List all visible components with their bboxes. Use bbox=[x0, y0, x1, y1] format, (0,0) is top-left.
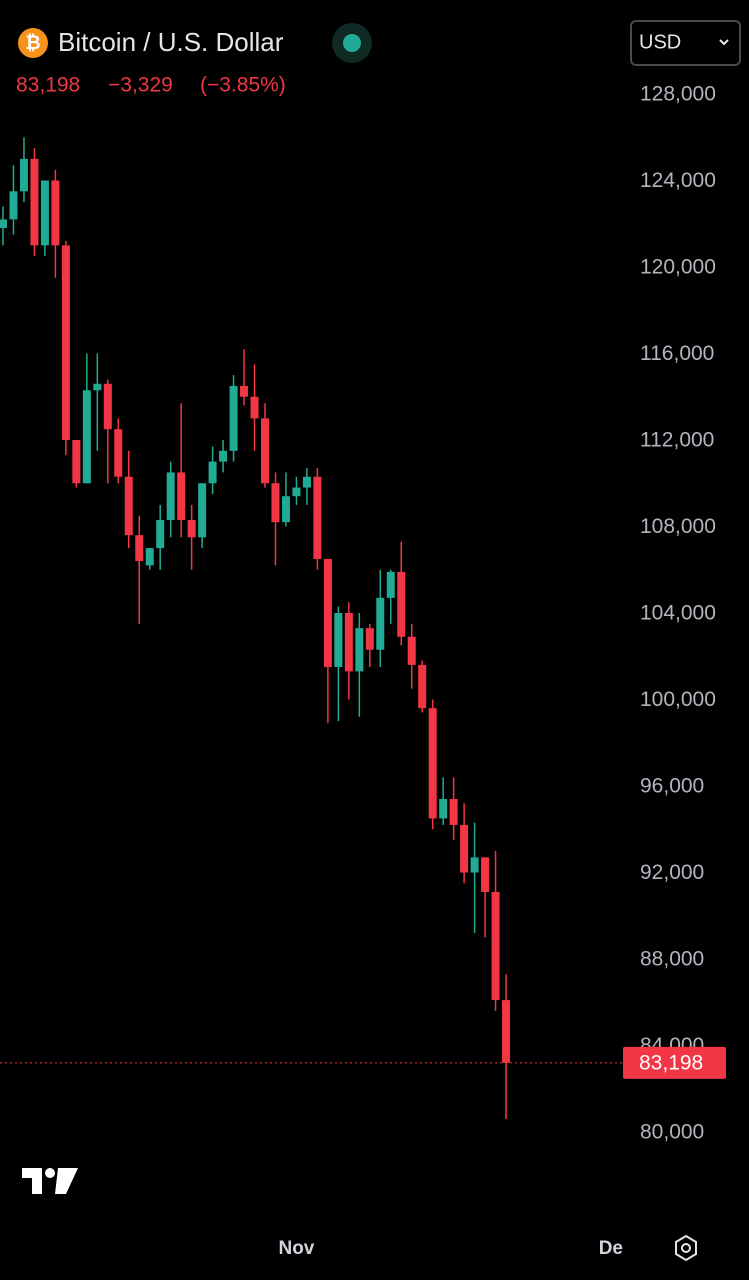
candle-body bbox=[302, 476, 311, 488]
dropdown-arrow bbox=[719, 39, 729, 46]
y-tick-label: 80,000 bbox=[640, 1121, 704, 1144]
candle-body bbox=[386, 571, 395, 598]
candle-body bbox=[0, 219, 7, 229]
candle-body bbox=[323, 558, 332, 668]
candle-body bbox=[103, 383, 112, 430]
y-tick-label: 124,000 bbox=[640, 169, 716, 192]
last-price-tag bbox=[623, 1046, 726, 1079]
candle-body bbox=[439, 798, 448, 819]
candle-body bbox=[271, 483, 280, 523]
currency-label[interactable]: USD bbox=[639, 31, 681, 53]
candle-body bbox=[491, 891, 500, 1001]
candle-body bbox=[355, 628, 364, 672]
bitcoin-icon bbox=[18, 28, 48, 58]
candle-body bbox=[219, 450, 228, 462]
y-tick-label: 120,000 bbox=[640, 256, 716, 279]
last-price-tag-label: 83,198 bbox=[639, 1051, 703, 1074]
candle-body bbox=[313, 476, 322, 559]
candle-body bbox=[449, 798, 458, 825]
candle-body bbox=[397, 571, 406, 637]
candle-body bbox=[418, 664, 427, 709]
price-change-pct: (−3.85%) bbox=[200, 74, 286, 97]
candle-body bbox=[40, 180, 49, 246]
candle-body bbox=[481, 857, 490, 892]
candle-body bbox=[240, 385, 249, 397]
y-tick-label: 100,000 bbox=[640, 688, 716, 711]
time-axis: Nov De bbox=[278, 1238, 623, 1259]
candle-body bbox=[334, 613, 343, 668]
candle-body bbox=[187, 520, 196, 538]
candle-body bbox=[229, 385, 238, 451]
candle-body bbox=[51, 180, 60, 246]
candle-body bbox=[61, 245, 70, 440]
currency-select[interactable] bbox=[630, 20, 741, 66]
y-tick-label: 116,000 bbox=[640, 342, 714, 365]
candle-body bbox=[156, 520, 165, 549]
candle-body bbox=[114, 429, 123, 477]
candle-body bbox=[292, 487, 301, 497]
candle-body bbox=[145, 548, 154, 566]
bitcoin-symbol: ₿ bbox=[25, 33, 40, 54]
x-tick-label: De bbox=[599, 1238, 623, 1259]
candle-body bbox=[198, 483, 207, 538]
price-change: −3,329 bbox=[108, 74, 173, 97]
candle-body bbox=[261, 418, 269, 484]
status-dot bbox=[343, 34, 361, 52]
candle-body bbox=[72, 440, 81, 484]
candle-body bbox=[93, 383, 102, 391]
candle-body bbox=[250, 396, 259, 419]
y-tick-label: 108,000 bbox=[640, 515, 716, 538]
candle-body bbox=[166, 472, 175, 521]
candle-body bbox=[407, 636, 416, 665]
candle-body bbox=[365, 628, 374, 650]
x-tick-label: Nov bbox=[278, 1238, 314, 1259]
y-tick-label: 112,000 bbox=[640, 429, 714, 452]
plot: 83,198 bbox=[0, 137, 726, 1120]
candle-body bbox=[470, 857, 479, 873]
candle-body bbox=[376, 597, 385, 650]
y-tick-label: 104,000 bbox=[640, 602, 716, 625]
candle-body bbox=[82, 390, 91, 484]
candle-body bbox=[281, 496, 290, 523]
candle-body bbox=[428, 708, 437, 819]
candle-body bbox=[344, 613, 353, 672]
tradingview-logo bbox=[22, 1168, 78, 1194]
candle-body bbox=[9, 191, 18, 220]
candle-body bbox=[502, 1000, 511, 1063]
candle-body bbox=[124, 476, 133, 536]
y-tick-label: 88,000 bbox=[640, 948, 704, 971]
y-tick-label: 96,000 bbox=[640, 775, 704, 798]
candle-body bbox=[177, 472, 186, 521]
candle-body bbox=[208, 461, 217, 484]
y-tick-label: 128,000 bbox=[640, 83, 716, 106]
candle-body bbox=[135, 535, 144, 562]
candle-body bbox=[19, 158, 28, 192]
last-price: 83,198 bbox=[16, 74, 80, 97]
y-tick-label: 92,000 bbox=[640, 861, 704, 884]
chart-title: Bitcoin / U.S. Dollar bbox=[58, 27, 284, 57]
candle-body bbox=[30, 158, 39, 246]
price-axis: 80,00084,00088,00092,00096,000100,000104… bbox=[640, 83, 716, 1144]
candle-body bbox=[460, 824, 469, 873]
settings-button[interactable] bbox=[675, 1234, 697, 1262]
